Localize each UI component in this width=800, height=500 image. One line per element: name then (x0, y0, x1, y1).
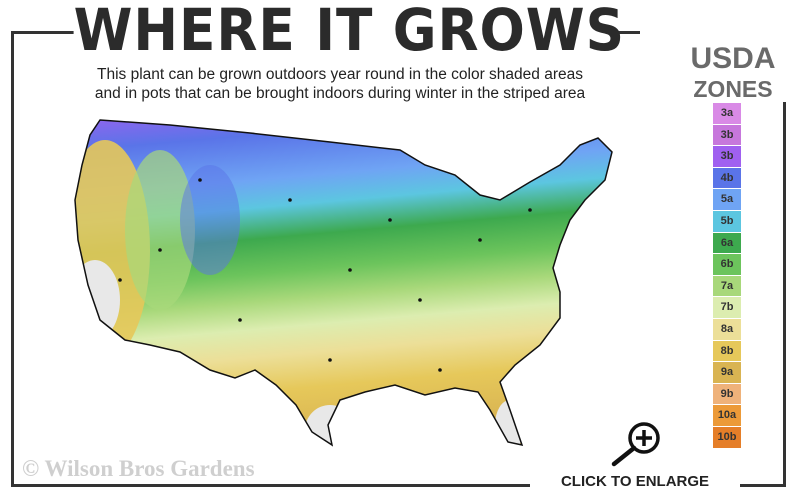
zone-swatch-3a: 3a (713, 103, 741, 124)
zone-swatch-3b: 3b (713, 124, 741, 146)
zone-swatch-6b: 6b (713, 254, 741, 275)
subtitle-line-1: This plant can be grown outdoors year ro… (97, 66, 583, 83)
magnifier-plus-icon[interactable] (605, 420, 665, 470)
city-dots (118, 178, 532, 372)
legend-title-line-1: USDA (690, 42, 776, 75)
zone-swatch-5b: 5b (713, 210, 741, 232)
page-title: WHERE IT GROWS (73, 0, 625, 64)
copyright-watermark: © Wilson Bros Gardens (22, 456, 255, 481)
zone-swatch-8a: 8a (713, 318, 741, 340)
zone-swatch-10a: 10a (713, 405, 741, 426)
zone-legend: 3a 3b 3b 4b 5a 5b 6a 6b 7a 7b 8a 8b 9a 9b 10a 10b (713, 103, 741, 449)
zone-swatch-8b: 8b (713, 340, 741, 362)
zone-swatch-10b: 10b (713, 426, 741, 448)
frame-gap (640, 25, 680, 37)
zone-swatch-7a: 7a (713, 275, 741, 297)
subtitle: This plant can be grown outdoors year ro… (40, 65, 640, 103)
legend-title: USDA ZONES (680, 42, 786, 102)
zone-swatch-9a: 9a (713, 362, 741, 383)
zone-swatch-7b: 7b (713, 297, 741, 318)
frame-gap-legend (680, 25, 790, 45)
zone-swatch-3b: 3b (713, 146, 741, 167)
subtitle-line-2: and in pots that can be brought indoors … (94, 85, 586, 102)
zone-swatch-5a: 5a (713, 189, 741, 210)
zone-swatch-6a: 6a (713, 232, 741, 254)
click-to-enlarge-button[interactable]: CLICK TO ENLARGE (530, 470, 740, 500)
usda-zone-map[interactable] (60, 110, 650, 450)
zone-swatch-9b: 9b (713, 383, 741, 405)
zone-swatch-4b: 4b (713, 167, 741, 189)
legend-title-line-2: ZONES (693, 76, 773, 102)
